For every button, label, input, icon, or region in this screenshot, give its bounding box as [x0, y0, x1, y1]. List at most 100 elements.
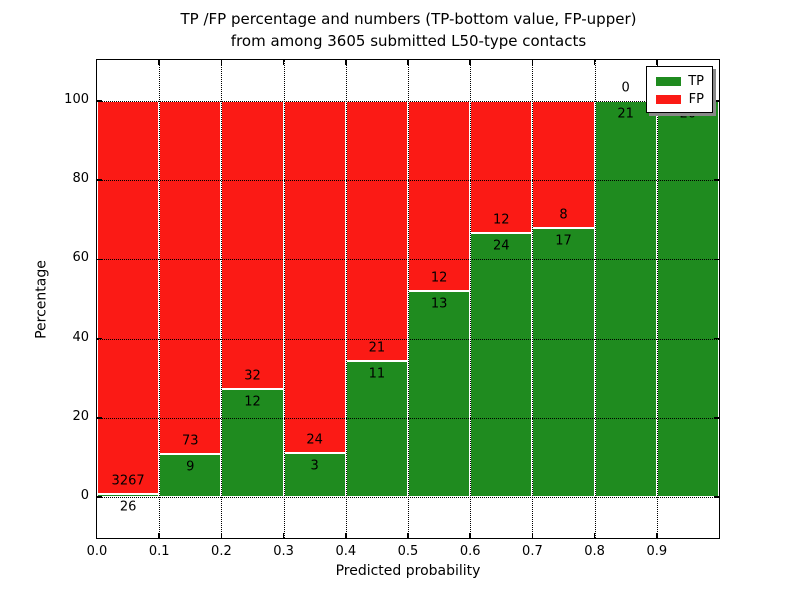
y-tick-right-0 [714, 496, 719, 498]
x-tick-top-8 [593, 60, 596, 65]
gridline-x-0.8 [594, 60, 596, 538]
bar-segment-tp-8 [594, 101, 657, 497]
x-tick-bottom-2 [220, 533, 223, 538]
x-tick-label-0.5: 0.5 [397, 544, 419, 559]
x-tick-label-0.1: 0.1 [148, 544, 170, 559]
tp-count-label-7: 17 [555, 233, 572, 249]
y-tick-right-20 [714, 417, 719, 419]
x-tick-bottom-1 [158, 533, 160, 538]
gridline-y-60 [97, 259, 719, 261]
x-tick-label-0.3: 0.3 [273, 544, 294, 559]
chart-title: TP /FP percentage and numbers (TP-bottom… [96, 8, 721, 52]
bar-segment-fp-3 [283, 101, 346, 453]
legend: TP FP [646, 66, 713, 113]
legend-label-tp: TP [688, 73, 704, 89]
bar-segment-tp-6 [470, 233, 533, 497]
tp-count-label-2: 12 [244, 394, 261, 410]
gridline-x-0.4 [345, 60, 347, 538]
bar-segment-fp-2 [221, 101, 284, 389]
x-tick-bottom-3 [282, 533, 285, 538]
tp-count-label-3: 3 [310, 458, 319, 474]
x-tick-top-4 [345, 60, 347, 65]
gridline-x-0.2 [221, 60, 223, 538]
bar-segment-tp-3 [283, 453, 346, 497]
x-tick-top-1 [158, 60, 160, 65]
x-tick-label-0.8: 0.8 [584, 544, 605, 559]
gridline-x-0.9 [656, 60, 658, 538]
tp-count-label-6: 24 [493, 238, 510, 254]
x-tick-bottom-9 [656, 533, 658, 538]
plot-area: Percentage Predicted probability 3267 26 7… [34, 59, 720, 579]
y-tick-label-0: 0 [80, 488, 89, 503]
y-tick-right-80 [714, 179, 719, 181]
x-tick-bottom-5 [407, 533, 409, 538]
tp-count-label-8: 21 [617, 106, 634, 122]
y-tick-left-60 [97, 258, 102, 261]
bar-segment-tp-0 [97, 493, 160, 497]
legend-label-fp: FP [688, 91, 704, 107]
y-tick-label-80: 80 [72, 171, 89, 187]
fp-count-label-3: 24 [306, 432, 323, 448]
fp-count-label-8: 0 [621, 80, 630, 96]
x-tick-label-0.7: 0.7 [522, 544, 543, 559]
legend-item-tp: TP [656, 73, 704, 89]
bar-segment-tp-9 [656, 101, 719, 497]
x-tick-bottom-6 [469, 533, 471, 538]
tp-count-label-0: 26 [119, 499, 137, 515]
bar-segment-fp-7 [532, 101, 595, 228]
x-tick-bottom-4 [345, 533, 347, 538]
gridline-x-0.7 [532, 60, 534, 538]
x-tick-top-2 [220, 60, 223, 65]
x-tick-label-0.9: 0.9 [646, 544, 668, 559]
y-tick-right-60 [714, 258, 719, 261]
gridline-x-0.3 [283, 60, 285, 538]
tp-count-label-5: 13 [430, 296, 448, 312]
fp-count-label-2: 32 [244, 368, 261, 384]
fp-count-label-1: 73 [182, 433, 199, 449]
fp-count-label-0: 3267 [111, 473, 145, 489]
fp-count-label-5: 12 [430, 270, 448, 286]
y-tick-left-40 [97, 337, 102, 340]
gridline-y-80 [97, 180, 719, 182]
gridline-x-0.1 [159, 60, 161, 538]
y-tick-right-100 [714, 100, 719, 102]
chart-title-line1: TP /FP percentage and numbers (TP-bottom… [180, 10, 637, 28]
bar-segment-tp-1 [159, 453, 222, 497]
fp-count-label-7: 8 [559, 207, 568, 223]
x-tick-top-6 [469, 60, 471, 65]
bar-segment-fp-1 [159, 101, 222, 454]
legend-swatch-tp-icon [656, 76, 681, 86]
y-tick-left-20 [97, 417, 102, 419]
y-tick-left-100 [97, 100, 102, 102]
fp-count-label-4: 21 [368, 340, 386, 356]
x-tick-bottom-8 [593, 533, 596, 538]
y-tick-left-0 [97, 496, 102, 498]
y-tick-label-100: 100 [64, 92, 89, 107]
y-tick-label-60: 60 [72, 250, 89, 266]
x-tick-bottom-7 [531, 533, 534, 538]
gridline-y-100 [97, 101, 719, 102]
bar-segment-fp-5 [408, 101, 471, 292]
bar-segment-fp-0 [97, 101, 160, 494]
chart-title-line2: from among 3605 submitted L50-type conta… [230, 32, 587, 50]
x-tick-top-5 [407, 60, 409, 65]
x-tick-top-7 [531, 60, 534, 65]
gridline-y-20 [97, 417, 719, 419]
bar-segment-tp-7 [532, 227, 595, 497]
x-tick-label-0.6: 0.6 [459, 544, 481, 559]
gridline-x-0.6 [470, 60, 472, 538]
bar-segment-fp-4 [345, 101, 408, 361]
bar-segment-tp-5 [408, 291, 471, 497]
bar-segment-tp-4 [345, 360, 408, 497]
tp-count-label-4: 11 [368, 366, 386, 382]
x-axis-label: Predicted probability [335, 563, 481, 579]
y-tick-right-40 [714, 337, 719, 340]
gridline-y-0 [97, 497, 719, 498]
gridline-y-40 [97, 338, 719, 340]
y-tick-label-40: 40 [72, 329, 89, 345]
gridline-x-0.5 [408, 60, 409, 538]
x-tick-top-9 [656, 60, 658, 65]
x-tick-top-3 [282, 60, 285, 65]
x-tick-label-0.0: 0.0 [86, 544, 108, 559]
